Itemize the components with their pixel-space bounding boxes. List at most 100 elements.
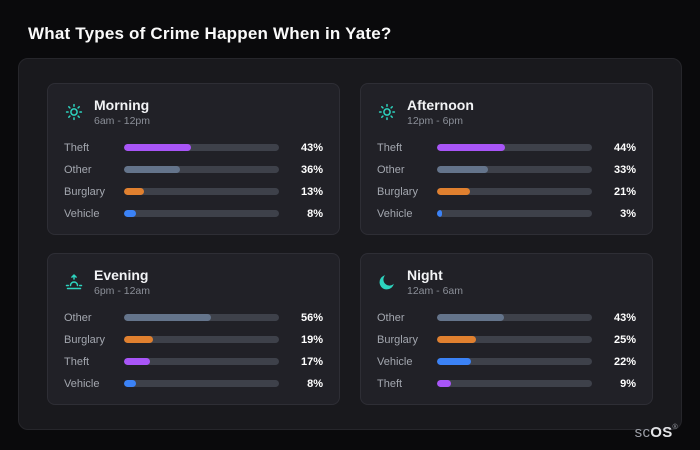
scos-logo: scOS® <box>635 424 678 441</box>
bar-track <box>124 166 279 174</box>
crime-rows: Other 56% Burglary 19% Theft 17% Vehicle… <box>64 310 323 391</box>
table-row: Burglary 21% <box>377 184 636 199</box>
bar-fill <box>124 188 145 196</box>
crime-percentage: 44% <box>613 141 636 154</box>
bar-fill <box>437 336 476 344</box>
sun-icon <box>377 102 397 122</box>
table-row: Vehicle 22% <box>377 354 636 369</box>
crime-label: Theft <box>377 377 403 390</box>
table-row: Theft 44% <box>377 140 636 155</box>
crime-label: Other <box>64 311 92 324</box>
bar-track <box>124 380 279 387</box>
crime-percentage: 33% <box>613 163 636 176</box>
bar-fill <box>437 188 470 196</box>
time-card-night: Night 12am - 6am Other 43% Burglary 25% … <box>360 253 653 405</box>
card-header: Night 12am - 6am <box>377 267 636 297</box>
card-header: Morning 6am - 12pm <box>64 97 323 127</box>
card-subtitle: 6pm - 12am <box>94 285 151 298</box>
crime-percentage: 9% <box>620 377 636 390</box>
bar-fill <box>437 314 504 322</box>
brand-prefix: sc <box>634 424 651 441</box>
registered-trademark-symbol: ® <box>672 424 678 431</box>
bar-fill <box>437 144 506 152</box>
table-row: Theft 9% <box>377 376 636 391</box>
crime-label: Vehicle <box>377 355 413 368</box>
crime-label: Vehicle <box>377 207 413 220</box>
time-card-afternoon: Afternoon 12pm - 6pm Theft 44% Other 33%… <box>360 83 653 235</box>
bar-track <box>437 210 592 217</box>
bar-track <box>124 210 279 217</box>
card-title: Night <box>407 267 443 283</box>
bar-track <box>437 336 592 344</box>
bar-track <box>437 380 592 387</box>
card-title: Afternoon <box>407 97 474 113</box>
table-row: Other 33% <box>377 162 636 177</box>
crime-label: Vehicle <box>64 377 100 390</box>
table-row: Other 36% <box>64 162 323 177</box>
bar-fill <box>437 358 472 366</box>
table-row: Vehicle 8% <box>64 376 323 391</box>
crime-label: Burglary <box>64 333 105 346</box>
card-header: Evening 6pm - 12am <box>64 267 323 297</box>
bar-fill <box>437 210 442 217</box>
card-subtitle: 6am - 12pm <box>94 115 151 128</box>
crime-label: Burglary <box>377 333 418 346</box>
bar-fill <box>437 166 489 174</box>
crime-rows: Theft 44% Other 33% Burglary 21% Vehicle… <box>377 140 636 221</box>
card-header-text: Evening 6pm - 12am <box>94 267 150 297</box>
card-header: Afternoon 12pm - 6pm <box>377 97 636 127</box>
crime-percentage: 3% <box>620 207 636 220</box>
bar-track <box>124 336 279 344</box>
crime-percentage: 56% <box>300 311 323 324</box>
bar-track <box>124 358 279 366</box>
moon-icon <box>377 272 397 292</box>
crime-label: Theft <box>377 141 403 154</box>
card-title: Morning <box>94 97 150 113</box>
crime-label: Burglary <box>377 185 418 198</box>
bar-fill <box>124 210 137 217</box>
crime-rows: Theft 43% Other 36% Burglary 13% Vehicle… <box>64 140 323 221</box>
bar-track <box>437 314 592 322</box>
bar-fill <box>124 314 211 322</box>
bar-track <box>437 358 592 366</box>
crime-percentage: 25% <box>613 333 636 346</box>
table-row: Other 56% <box>64 310 323 325</box>
crime-percentage: 8% <box>307 207 323 220</box>
crime-label: Theft <box>64 141 90 154</box>
bar-fill <box>124 336 154 344</box>
crime-percentage: 19% <box>300 333 323 346</box>
table-row: Vehicle 3% <box>377 206 636 221</box>
card-subtitle: 12am - 6am <box>407 285 464 298</box>
brand-suffix: OS <box>650 424 673 441</box>
bar-track <box>437 166 592 174</box>
time-card-morning: Morning 6am - 12pm Theft 43% Other 36% B… <box>47 83 340 235</box>
crime-percentage: 36% <box>300 163 323 176</box>
crime-percentage: 43% <box>613 311 636 324</box>
bar-track <box>437 188 592 196</box>
sun-icon <box>64 102 84 122</box>
bar-track <box>437 144 592 152</box>
crime-label: Other <box>377 311 405 324</box>
crime-label: Vehicle <box>64 207 100 220</box>
bar-fill <box>124 166 180 174</box>
table-row: Theft 43% <box>64 140 323 155</box>
card-title: Evening <box>94 267 149 283</box>
table-row: Theft 17% <box>64 354 323 369</box>
table-row: Burglary 13% <box>64 184 323 199</box>
crime-label: Burglary <box>64 185 105 198</box>
crime-label: Other <box>64 163 92 176</box>
crime-label: Theft <box>64 355 90 368</box>
bar-fill <box>124 144 191 152</box>
crime-percentage: 17% <box>300 355 323 368</box>
table-row: Burglary 19% <box>64 332 323 347</box>
bar-fill <box>124 358 151 366</box>
card-subtitle: 12pm - 6pm <box>407 115 464 128</box>
bar-track <box>124 188 279 196</box>
crime-percentage: 13% <box>300 185 323 198</box>
time-card-evening: Evening 6pm - 12am Other 56% Burglary 19… <box>47 253 340 405</box>
crime-percentage: 22% <box>613 355 636 368</box>
bar-track <box>124 314 279 322</box>
page-title: What Types of Crime Happen When in Yate? <box>28 24 392 43</box>
card-header-text: Afternoon 12pm - 6pm <box>407 97 474 127</box>
dashboard-panel: Morning 6am - 12pm Theft 43% Other 36% B… <box>18 58 682 430</box>
